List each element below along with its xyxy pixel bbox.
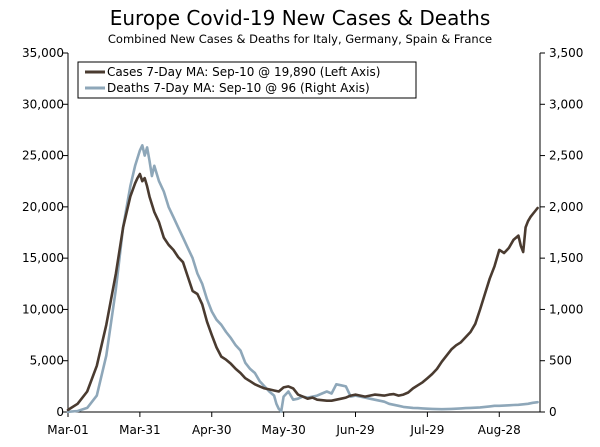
left-tick-label: 5,000 <box>30 354 64 368</box>
x-tick-label: Aug-28 <box>478 423 521 437</box>
right-tick-label: 3,000 <box>549 97 583 111</box>
axes: 0 5,000 10,000 15,000 20,000 25,000 30,000 35,0… <box>22 46 583 437</box>
x-tick-label: Jul-29 <box>409 423 444 437</box>
cases-line <box>66 172 539 412</box>
right-tick-label: 3,500 <box>549 46 583 60</box>
left-tick-label: 35,000 <box>22 46 64 60</box>
left-tick-label: 15,000 <box>22 251 64 265</box>
series-layer <box>66 144 539 414</box>
right-tick-label: 2,500 <box>549 149 583 163</box>
x-tick-label: Mar-31 <box>119 423 160 437</box>
legend-box <box>77 61 417 99</box>
right-tick-label: 1,500 <box>549 251 583 265</box>
legend-label-cases: Cases 7-Day MA: Sep-10 @ 19,890 (Left Ax… <box>107 65 380 79</box>
x-tick-label: Mar-01 <box>47 423 88 437</box>
left-tick-label: 10,000 <box>22 302 64 316</box>
left-tick-label: 20,000 <box>22 200 64 214</box>
left-tick-label: 0 <box>56 405 64 419</box>
x-tick-label: Apr-30 <box>192 423 232 437</box>
chart-subtitle: Combined New Cases & Deaths for Italy, G… <box>108 32 492 46</box>
x-tick-label: Jun-29 <box>335 423 374 437</box>
legend: Cases 7-Day MA: Sep-10 @ 19,890 (Left Ax… <box>77 61 417 99</box>
left-tick-label: 30,000 <box>22 97 64 111</box>
right-tick-label: 500 <box>549 354 572 368</box>
left-tick-label: 25,000 <box>22 149 64 163</box>
legend-label-deaths: Deaths 7-Day MA: Sep-10 @ 96 (Right Axis… <box>107 81 370 95</box>
chart-title: Europe Covid-19 New Cases & Deaths <box>110 6 491 30</box>
x-tick-label: May-30 <box>262 423 306 437</box>
deaths-line <box>66 144 539 414</box>
right-tick-label: 2,000 <box>549 200 583 214</box>
right-tick-label: 0 <box>549 405 557 419</box>
right-tick-label: 1,000 <box>549 302 583 316</box>
